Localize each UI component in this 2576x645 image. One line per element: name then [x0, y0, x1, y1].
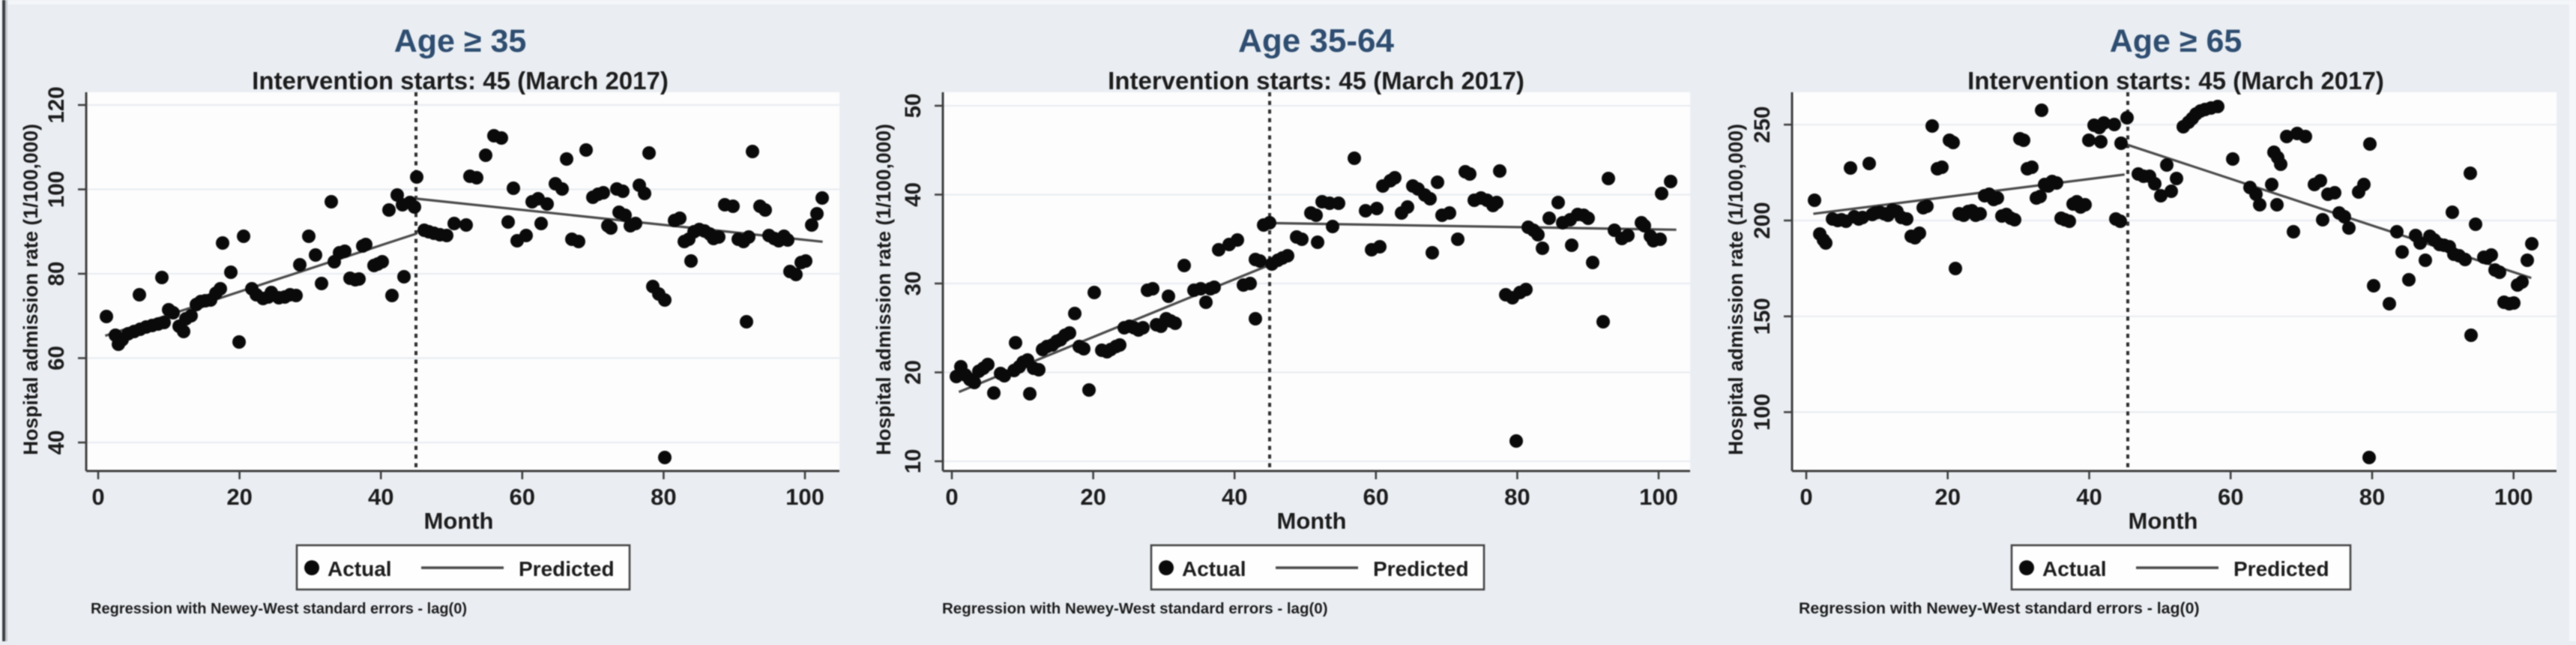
- svg-text:Regression with Newey-West sta: Regression with Newey-West standard erro…: [91, 601, 467, 617]
- svg-text:100: 100: [44, 171, 69, 208]
- svg-text:80: 80: [651, 484, 676, 510]
- svg-text:Predicted: Predicted: [519, 557, 615, 580]
- svg-text:Actual: Actual: [1182, 557, 1246, 580]
- svg-text:Month: Month: [1277, 508, 1347, 534]
- svg-text:100: 100: [1750, 394, 1775, 430]
- svg-text:40: 40: [368, 484, 393, 510]
- svg-text:0: 0: [1800, 484, 1812, 510]
- svg-text:80: 80: [1504, 484, 1530, 510]
- svg-text:Hospital admission rate (1/100: Hospital admission rate (1/100,000): [1725, 124, 1747, 455]
- svg-text:Hospital admission rate (1/100: Hospital admission rate (1/100,000): [872, 124, 895, 455]
- svg-text:Predicted: Predicted: [1373, 557, 1469, 580]
- svg-text:100: 100: [2494, 484, 2533, 510]
- svg-text:40: 40: [901, 182, 926, 207]
- svg-text:80: 80: [2359, 484, 2385, 510]
- svg-text:20: 20: [901, 360, 926, 385]
- svg-text:Month: Month: [2129, 508, 2198, 534]
- svg-text:100: 100: [1639, 484, 1678, 510]
- svg-text:20: 20: [1080, 484, 1105, 510]
- svg-text:50: 50: [901, 94, 926, 118]
- svg-text:Hospital admission rate (1/100: Hospital admission rate (1/100,000): [19, 124, 42, 455]
- svg-text:60: 60: [1363, 484, 1389, 510]
- svg-text:60: 60: [2218, 484, 2243, 510]
- svg-text:120: 120: [44, 86, 69, 123]
- svg-text:20: 20: [1934, 484, 1960, 510]
- svg-text:Age ≥ 35: Age ≥ 35: [394, 23, 527, 59]
- svg-text:Predicted: Predicted: [2233, 557, 2329, 580]
- svg-text:Intervention starts: 45 (March: Intervention starts: 45 (March 2017): [252, 67, 669, 94]
- svg-text:150: 150: [1750, 298, 1775, 334]
- svg-text:Regression with Newey-West sta: Regression with Newey-West standard erro…: [942, 600, 1328, 617]
- svg-text:40: 40: [1222, 484, 1247, 510]
- svg-text:0: 0: [91, 484, 104, 510]
- svg-text:Intervention starts: 45 (March: Intervention starts: 45 (March 2017): [1108, 67, 1524, 94]
- svg-text:40: 40: [44, 430, 69, 455]
- svg-text:Regression with Newey-West sta: Regression with Newey-West standard erro…: [1799, 599, 2200, 617]
- svg-text:100: 100: [785, 484, 824, 510]
- svg-text:250: 250: [1750, 106, 1775, 143]
- svg-text:Age 35-64: Age 35-64: [1238, 22, 1394, 59]
- svg-text:80: 80: [44, 262, 69, 286]
- svg-text:Actual: Actual: [328, 557, 392, 580]
- svg-text:60: 60: [510, 484, 535, 510]
- svg-text:60: 60: [44, 346, 69, 370]
- svg-text:Actual: Actual: [2042, 557, 2107, 580]
- svg-text:200: 200: [1750, 202, 1775, 238]
- svg-text:10: 10: [901, 449, 926, 474]
- svg-text:30: 30: [901, 272, 926, 296]
- svg-text:Age ≥ 65: Age ≥ 65: [2110, 23, 2242, 59]
- svg-text:Month: Month: [424, 508, 494, 534]
- svg-text:20: 20: [226, 484, 252, 510]
- svg-text:Intervention starts: 45 (March: Intervention starts: 45 (March 2017): [1967, 67, 2384, 94]
- svg-text:40: 40: [2076, 484, 2102, 510]
- svg-text:0: 0: [945, 484, 958, 510]
